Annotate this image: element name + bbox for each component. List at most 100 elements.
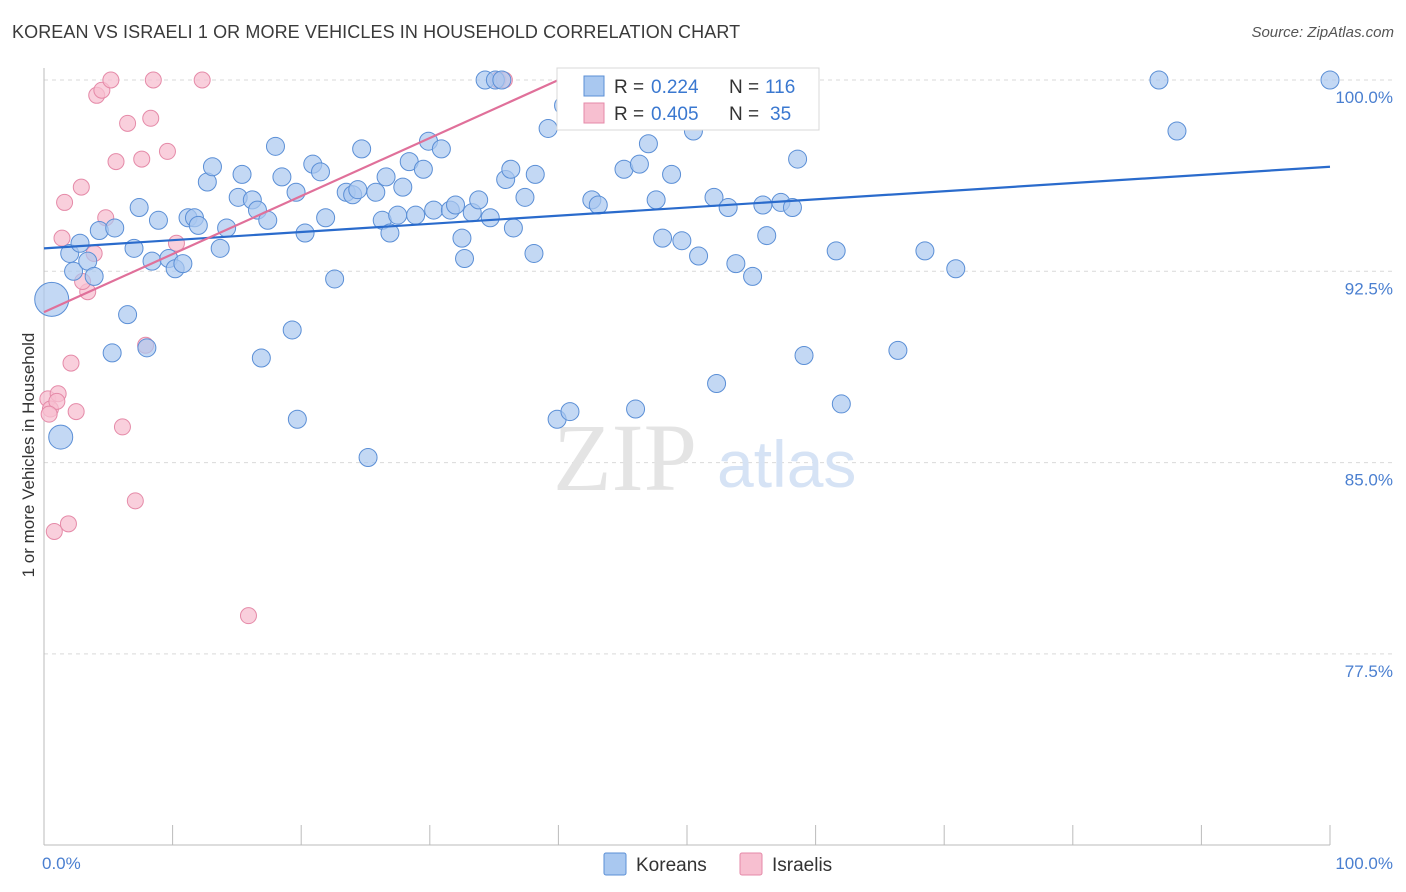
koreans-point — [831, 394, 851, 414]
y-tick-label-3: 77.5% — [1345, 662, 1393, 681]
koreans-point — [48, 424, 74, 450]
koreans-point — [718, 198, 738, 218]
koreans-point — [406, 205, 426, 225]
israelis-legend-icon — [739, 852, 763, 876]
koreans-point — [34, 281, 70, 317]
koreans-point — [503, 218, 523, 238]
x-tick-label-min: 0.0% — [42, 854, 81, 873]
israelis-point — [67, 403, 85, 421]
koreans-n-value: 116 — [765, 77, 795, 98]
koreans-point — [232, 164, 252, 184]
koreans-point — [689, 246, 709, 266]
koreans-point — [358, 447, 378, 467]
koreans-point — [316, 208, 336, 228]
koreans-point — [210, 238, 230, 258]
israelis-point — [239, 607, 257, 625]
koreans-point — [826, 241, 846, 261]
chart-title: KOREAN VS ISRAELI 1 OR MORE VEHICLES IN … — [12, 22, 741, 42]
israelis-point — [113, 418, 131, 436]
koreans-points — [34, 70, 1340, 467]
koreans-n-label: N = — [729, 77, 759, 98]
koreans-point — [757, 226, 777, 246]
koreans-point — [272, 167, 292, 187]
series-legend: Koreans Israelis — [603, 852, 832, 876]
israelis-r-label: R = — [614, 104, 644, 125]
koreans-point — [524, 243, 544, 263]
koreans-point — [672, 231, 692, 251]
koreans-point — [413, 159, 433, 179]
koreans-point — [64, 261, 84, 281]
israelis-point — [53, 229, 71, 247]
koreans-r-label: R = — [614, 77, 644, 98]
koreans-point — [726, 254, 746, 274]
israelis-r-value: 0.405 — [651, 104, 699, 125]
koreans-point — [431, 139, 451, 159]
israelis-point — [107, 153, 125, 171]
israelis-trend-line — [43, 78, 559, 314]
y-tick-labels: 100.0% 92.5% 85.0% 77.5% — [1335, 88, 1393, 681]
koreans-legend-label: Koreans — [636, 855, 707, 876]
watermark: ZIP atlas — [553, 404, 856, 511]
israelis-point — [72, 178, 90, 196]
koreans-point — [446, 195, 466, 215]
israelis-point — [119, 114, 137, 132]
koreans-point — [743, 266, 763, 286]
koreans-legend-icon — [603, 852, 627, 876]
watermark-atlas: atlas — [717, 427, 856, 501]
koreans-point — [560, 402, 580, 422]
israelis-legend-label: Israelis — [772, 855, 832, 876]
koreans-point — [129, 198, 149, 218]
koreans-point — [538, 118, 558, 138]
koreans-point — [794, 345, 814, 365]
koreans-point — [480, 208, 500, 228]
koreans-point — [366, 182, 386, 202]
koreans-point — [452, 228, 472, 248]
y-tick-label-2: 85.0% — [1345, 471, 1393, 490]
trend-lines — [43, 78, 1331, 314]
koreans-point — [455, 249, 475, 269]
koreans-point — [888, 340, 908, 360]
koreans-point — [282, 320, 302, 340]
koreans-point — [352, 139, 372, 159]
koreans-point — [629, 154, 649, 174]
israelis-n-label: N = — [729, 104, 759, 125]
koreans-point — [105, 218, 125, 238]
koreans-point — [376, 167, 396, 187]
koreans-point — [646, 190, 666, 210]
koreans-point — [173, 254, 193, 274]
koreans-point — [380, 223, 400, 243]
stats-legend: R = 0.224 N = 116 R = 0.405 N = 35 — [556, 67, 820, 131]
israelis-n-value: 35 — [770, 104, 791, 125]
israelis-point — [126, 492, 144, 510]
koreans-point — [501, 159, 521, 179]
koreans-point — [348, 180, 368, 200]
koreans-point — [424, 200, 444, 220]
y-axis-label: 1 or more Vehicles in Household — [19, 333, 38, 578]
koreans-point — [492, 70, 512, 90]
koreans-point — [388, 205, 408, 225]
koreans-r-value: 0.224 — [651, 77, 699, 98]
israelis-point — [40, 405, 58, 423]
y-tick-label-0: 100.0% — [1335, 88, 1393, 107]
israelis-point — [144, 71, 162, 89]
koreans-point — [287, 409, 307, 429]
israelis-point — [62, 354, 80, 372]
koreans-point — [393, 177, 413, 197]
koreans-point — [102, 343, 122, 363]
koreans-point — [188, 215, 208, 235]
koreans-point — [1320, 70, 1340, 90]
koreans-point — [915, 241, 935, 261]
koreans-point — [251, 348, 271, 368]
koreans-point — [84, 266, 104, 286]
koreans-point — [662, 164, 682, 184]
koreans-point — [753, 195, 773, 215]
koreans-point — [148, 210, 168, 230]
koreans-point — [1167, 121, 1187, 141]
x-tick-label-max: 100.0% — [1335, 854, 1393, 873]
koreans-point — [653, 228, 673, 248]
koreans-swatch-icon — [583, 75, 605, 97]
watermark-zip: ZIP — [553, 404, 697, 511]
koreans-point — [325, 269, 345, 289]
israelis-point — [142, 109, 160, 127]
